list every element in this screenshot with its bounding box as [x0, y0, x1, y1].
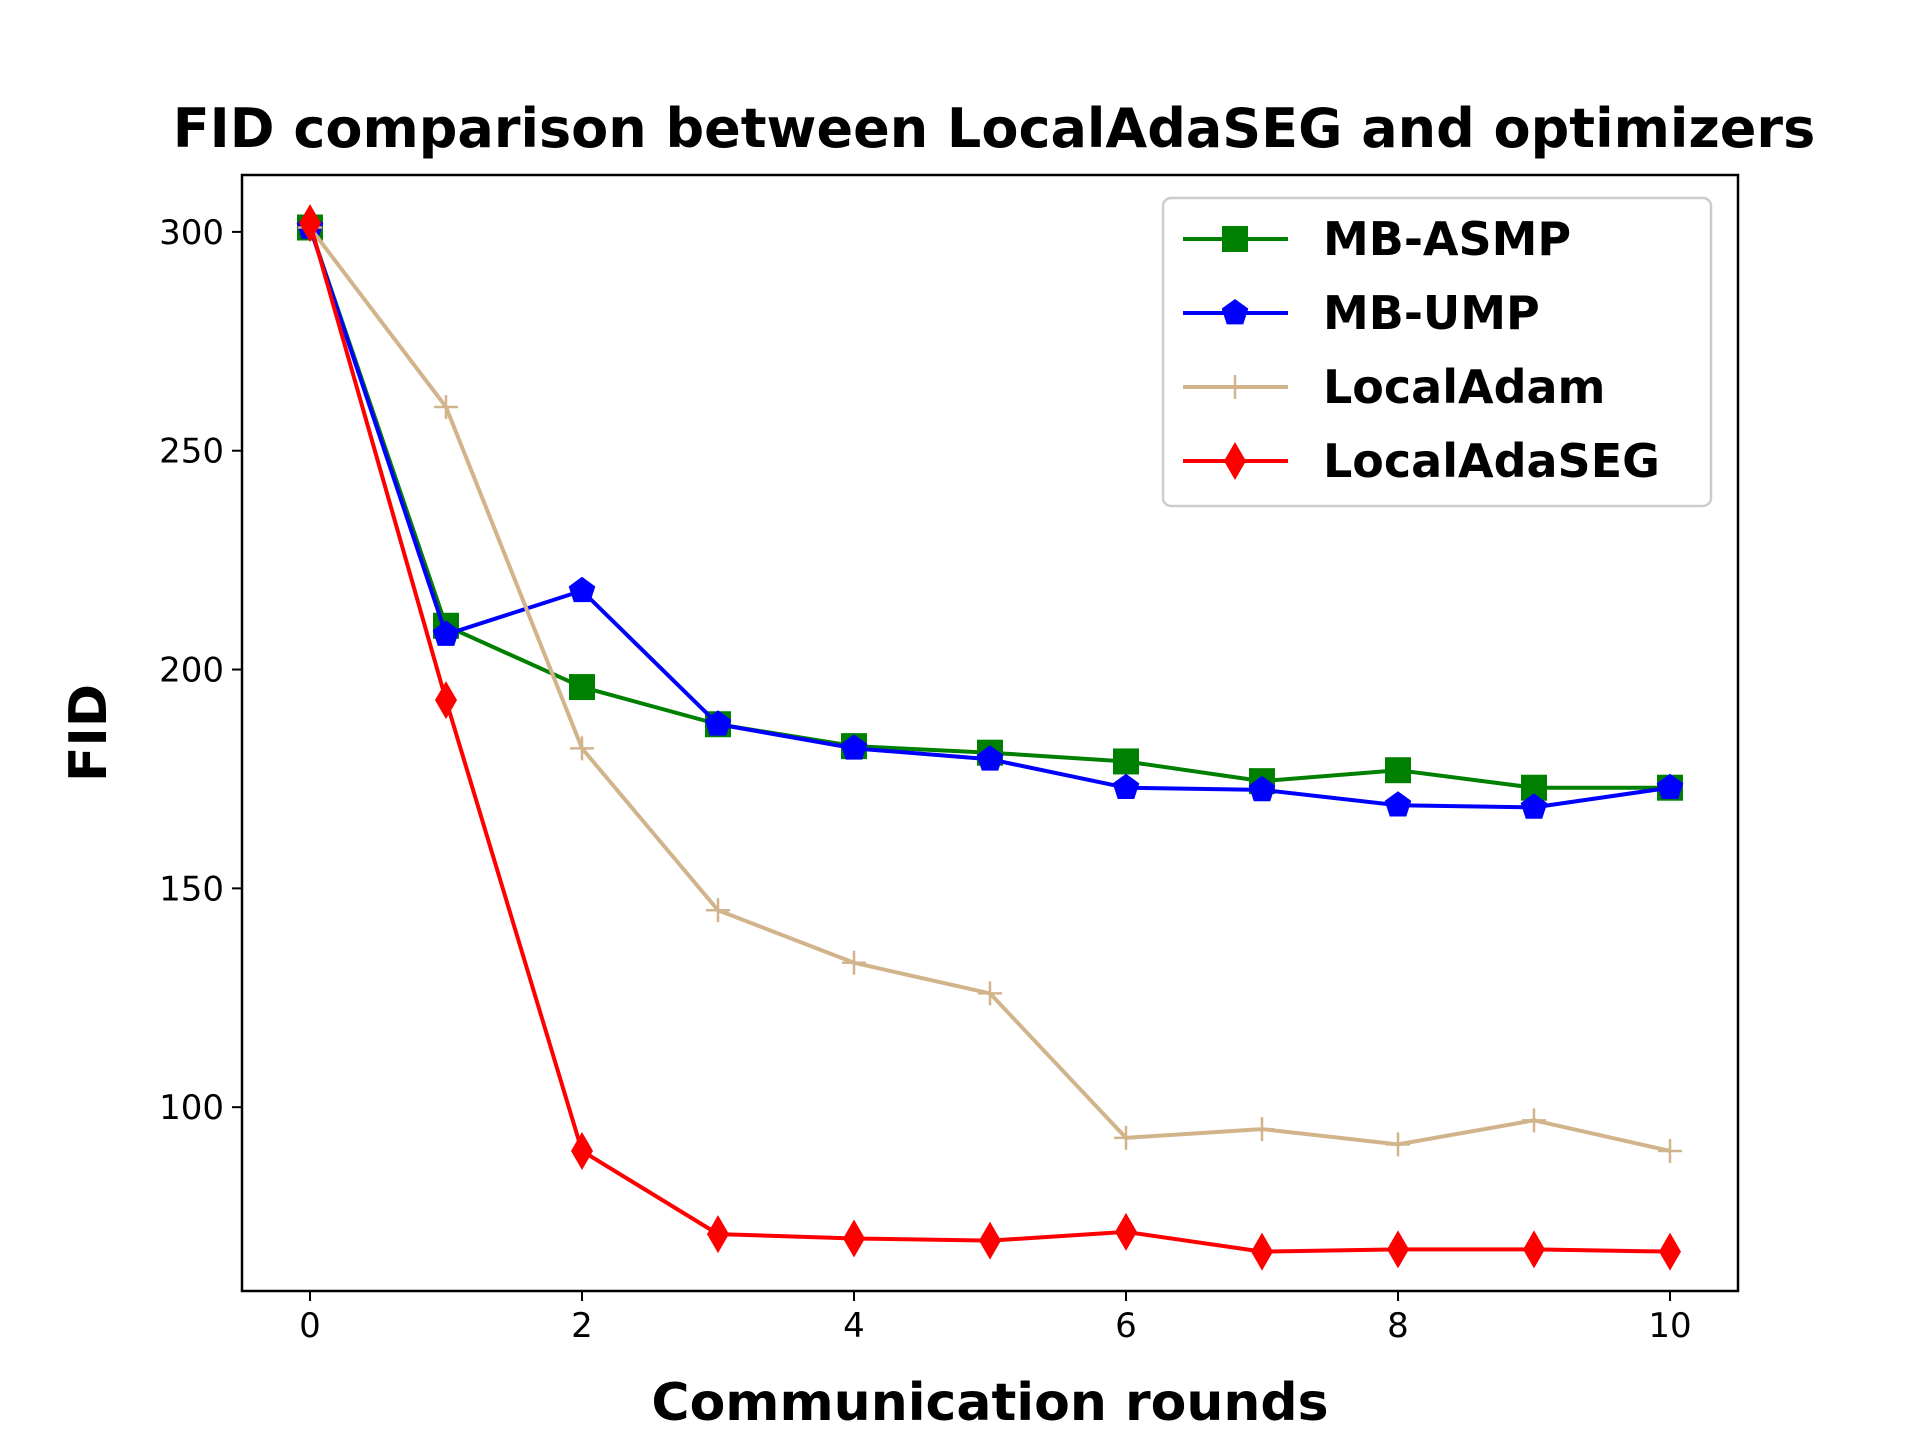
mb-ump-point [1248, 775, 1276, 802]
y-axis-label: FID [59, 684, 119, 782]
localadam-point [1386, 1132, 1410, 1157]
mb-asmp-point [569, 674, 595, 701]
localadaseg-point [571, 1131, 593, 1170]
legend-item-localadam: LocalAdam [1183, 360, 1606, 414]
x-tick-label: 8 [1387, 1306, 1409, 1346]
localadaseg-point [1387, 1230, 1409, 1269]
legend-marker [1223, 375, 1247, 399]
legend-marker [1221, 299, 1249, 325]
x-tick-label: 10 [1648, 1306, 1691, 1346]
legend-item-mb-ump: MB-UMP [1183, 286, 1540, 340]
mb-asmp-point [1385, 757, 1411, 784]
mb-asmp-point [1113, 748, 1139, 775]
x-tick-label: 0 [299, 1306, 321, 1346]
mb-ump-point [976, 745, 1004, 771]
localadaseg-point [979, 1221, 1001, 1260]
mb-ump-point [704, 710, 732, 736]
y-tick-label: 100 [159, 1088, 224, 1128]
mb-ump-point [1112, 773, 1140, 800]
y-tick-label: 300 [159, 213, 224, 253]
localadam-point [1250, 1117, 1274, 1142]
x-axis-label: Communication rounds [651, 1373, 1328, 1433]
legend-label: MB-ASMP [1323, 212, 1571, 266]
mb-ump-point [1384, 791, 1412, 817]
x-tick-label: 4 [843, 1306, 865, 1346]
legend-label: LocalAdam [1323, 360, 1606, 414]
legend-item-localadaseg: LocalAdaSEG [1183, 434, 1660, 488]
mb-ump-point [1520, 793, 1548, 819]
localadaseg-point [299, 204, 321, 243]
localadaseg-point [1659, 1232, 1681, 1271]
localadam-point [842, 950, 866, 975]
legend-box [1161, 196, 1713, 508]
localadaseg-point [1251, 1232, 1273, 1271]
mb-ump-point [568, 576, 596, 603]
legend-item-mb-asmp: MB-ASMP [1183, 212, 1571, 266]
mb-ump-point [432, 620, 460, 646]
plot-frame [240, 173, 1740, 1293]
series-localadaseg [299, 204, 1681, 1271]
legend-label: LocalAdaSEG [1323, 434, 1660, 488]
legend-marker [1224, 442, 1246, 480]
localadam-point [570, 736, 594, 761]
localadam-point [978, 981, 1002, 1006]
y-tick-label: 250 [159, 432, 224, 472]
localadam-point [1658, 1138, 1682, 1163]
legend-label: MB-UMP [1323, 286, 1540, 340]
localadaseg-point [707, 1215, 729, 1254]
series-localadam [298, 215, 1682, 1163]
x-tick-label: 2 [571, 1306, 593, 1346]
localadaseg-point [843, 1219, 865, 1258]
mb-ump-point [1656, 773, 1684, 800]
localadaseg-point [435, 681, 457, 720]
localadaseg-point [1523, 1230, 1545, 1269]
localadam-point [1522, 1108, 1546, 1133]
localadam-point [1114, 1125, 1138, 1150]
y-tick-label: 150 [159, 869, 224, 909]
x-tick-label: 6 [1115, 1306, 1137, 1346]
legend-marker [1222, 226, 1248, 252]
mb-ump-point [840, 734, 868, 760]
legend: MB-ASMP MB-UMP LocalAdam LocalAdaSEG [1161, 196, 1713, 508]
localadam-point [434, 394, 458, 419]
localadam-point [706, 898, 730, 923]
chart-title: FID comparison between LocalAdaSEG and o… [173, 97, 1815, 160]
localadaseg-point [1115, 1212, 1137, 1251]
y-tick-label: 200 [159, 651, 224, 691]
